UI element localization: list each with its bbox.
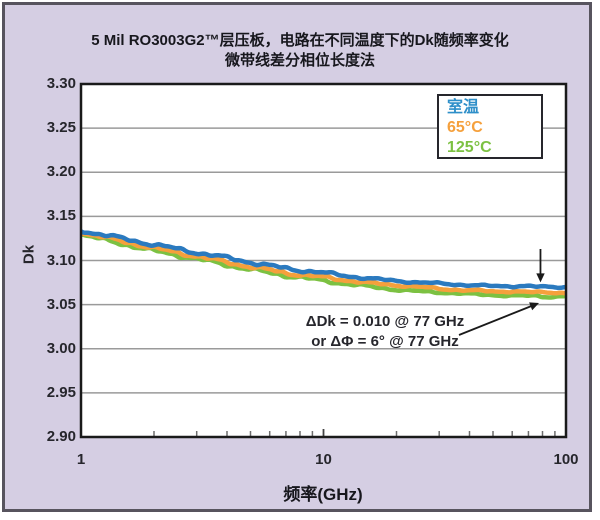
chart-legend: 室温 65°C 125°C bbox=[437, 94, 543, 159]
legend-entry: 65°C bbox=[447, 119, 483, 136]
legend-entry: 125°C bbox=[447, 139, 492, 156]
x-tick-label: 1 bbox=[76, 451, 86, 468]
series-curve-0 bbox=[81, 229, 566, 291]
series-curve-2 bbox=[81, 232, 566, 300]
y-tick-label: 2.90 bbox=[46, 428, 76, 445]
annotation-line1: ΔDk = 0.010 @ 77 GHz bbox=[305, 313, 465, 330]
plot-border bbox=[79, 82, 568, 439]
chart-title-line2: 微带线差分相位长度法 bbox=[224, 52, 375, 69]
series-curve-1 bbox=[81, 231, 566, 296]
x-tick-label: 100 bbox=[553, 451, 579, 468]
arrow-to-125c-curve bbox=[458, 304, 535, 336]
y-tick-label: 3.30 bbox=[46, 75, 76, 92]
x-axis-title: 频率(GHz) bbox=[283, 485, 363, 504]
y-tick-label: 3.25 bbox=[46, 119, 76, 137]
x-tick-label: 10 bbox=[315, 451, 332, 468]
legend-entry: 室温 bbox=[447, 99, 480, 116]
arrow-to-125c-curve-head bbox=[529, 302, 539, 311]
y-tick-label: 2.95 bbox=[46, 383, 76, 401]
arrow-down-to-room-curve-head bbox=[536, 273, 545, 283]
y-tick-label: 3.15 bbox=[46, 207, 76, 225]
annotation-line2: or ΔΦ = 6° @ 77 GHz bbox=[311, 333, 459, 350]
delta-dk-annotation: ΔDk = 0.010 @ 77 GHz or ΔΦ = 6° @ 77 GHz bbox=[250, 312, 520, 352]
y-tick-label: 3.05 bbox=[46, 295, 76, 313]
chart-title: 5 Mil RO3003G2™层压板，电路在不同温度下的Dk随频率变化 微带线差… bbox=[0, 31, 600, 71]
y-tick-label: 3.10 bbox=[46, 251, 76, 269]
chart-title-line1: 5 Mil RO3003G2™层压板，电路在不同温度下的Dk随频率变化 bbox=[91, 32, 509, 49]
y-tick-label: 3.00 bbox=[46, 339, 76, 357]
y-tick-label: 3.20 bbox=[46, 163, 76, 181]
